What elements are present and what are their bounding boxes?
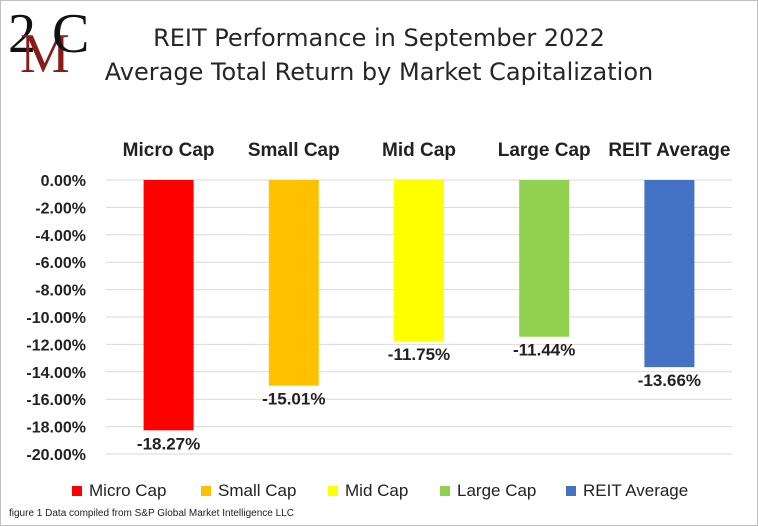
legend-swatch xyxy=(328,486,338,496)
y-tick-label: -20.00% xyxy=(26,447,86,464)
data-label: -11.44% xyxy=(513,341,575,360)
y-tick-label: -6.00% xyxy=(35,255,86,272)
category-label: Large Cap xyxy=(498,140,591,161)
legend-label: Mid Cap xyxy=(345,481,409,500)
y-tick-label: -16.00% xyxy=(26,392,86,409)
bar xyxy=(644,180,695,368)
data-label: -13.66% xyxy=(638,371,701,390)
bar xyxy=(394,180,444,341)
y-tick-label: -4.00% xyxy=(35,228,86,245)
legend-swatch xyxy=(440,486,450,496)
y-tick-label: -10.00% xyxy=(26,310,86,327)
y-tick-label: -2.00% xyxy=(35,200,86,217)
bar xyxy=(268,180,319,386)
chart-title-line2: Average Total Return by Market Capitaliz… xyxy=(104,58,654,86)
category-label: REIT Average xyxy=(608,140,730,161)
y-tick-label: -14.00% xyxy=(26,365,86,382)
legend-swatch xyxy=(201,486,211,496)
data-label: -11.75% xyxy=(388,345,450,364)
legend-item: Micro Cap xyxy=(72,481,166,501)
bar xyxy=(519,180,570,337)
category-label: Micro Cap xyxy=(123,140,215,161)
y-axis-ticks: 0.00% -2.00% -4.00% -6.00% -8.00% -10.00% -12.… xyxy=(26,173,86,464)
legend-label: Large Cap xyxy=(457,481,537,500)
category-label: Mid Cap xyxy=(382,140,456,161)
category-label: Small Cap xyxy=(248,140,340,161)
legend-item: Large Cap xyxy=(440,481,536,501)
logo-letter-c: C xyxy=(52,3,90,65)
bar-chart: 0.00% -2.00% -4.00% -6.00% -8.00% -10.00% -12.… xyxy=(26,140,732,464)
y-tick-label: -18.00% xyxy=(26,420,86,437)
category-labels: Micro Cap Small Cap Mid Cap Large Cap REIT A… xyxy=(123,140,731,161)
legend-label: Small Cap xyxy=(218,481,297,500)
legend-swatch xyxy=(72,486,82,496)
y-tick-label: 0.00% xyxy=(41,173,86,190)
data-label: -15.01% xyxy=(262,390,325,409)
bars xyxy=(143,180,695,431)
legend-item: Small Cap xyxy=(201,481,296,501)
data-label: -18.27% xyxy=(137,434,200,453)
chart-title-line1: REIT Performance in September 2022 xyxy=(153,24,605,52)
legend-item: Mid Cap xyxy=(328,481,408,501)
bar xyxy=(143,180,194,431)
logo-digit: 2 xyxy=(8,3,36,65)
legend-swatch xyxy=(566,486,576,496)
brand-logo: 2 M C xyxy=(6,3,106,85)
y-tick-label: -12.00% xyxy=(26,337,86,354)
legend-item: REIT Average xyxy=(566,481,688,501)
y-tick-label: -8.00% xyxy=(35,283,86,300)
chart-legend: Micro Cap Small Cap Mid Cap Large Cap REIT A… xyxy=(0,481,758,503)
legend-label: REIT Average xyxy=(583,481,689,500)
data-labels: -18.27% -15.01% -11.75% -11.44% -13.66% xyxy=(137,341,701,454)
legend-label: Micro Cap xyxy=(89,481,167,500)
source-footnote: figure 1 Data compiled from S&P Global M… xyxy=(9,508,294,519)
logo-letter-m: M xyxy=(20,23,70,85)
